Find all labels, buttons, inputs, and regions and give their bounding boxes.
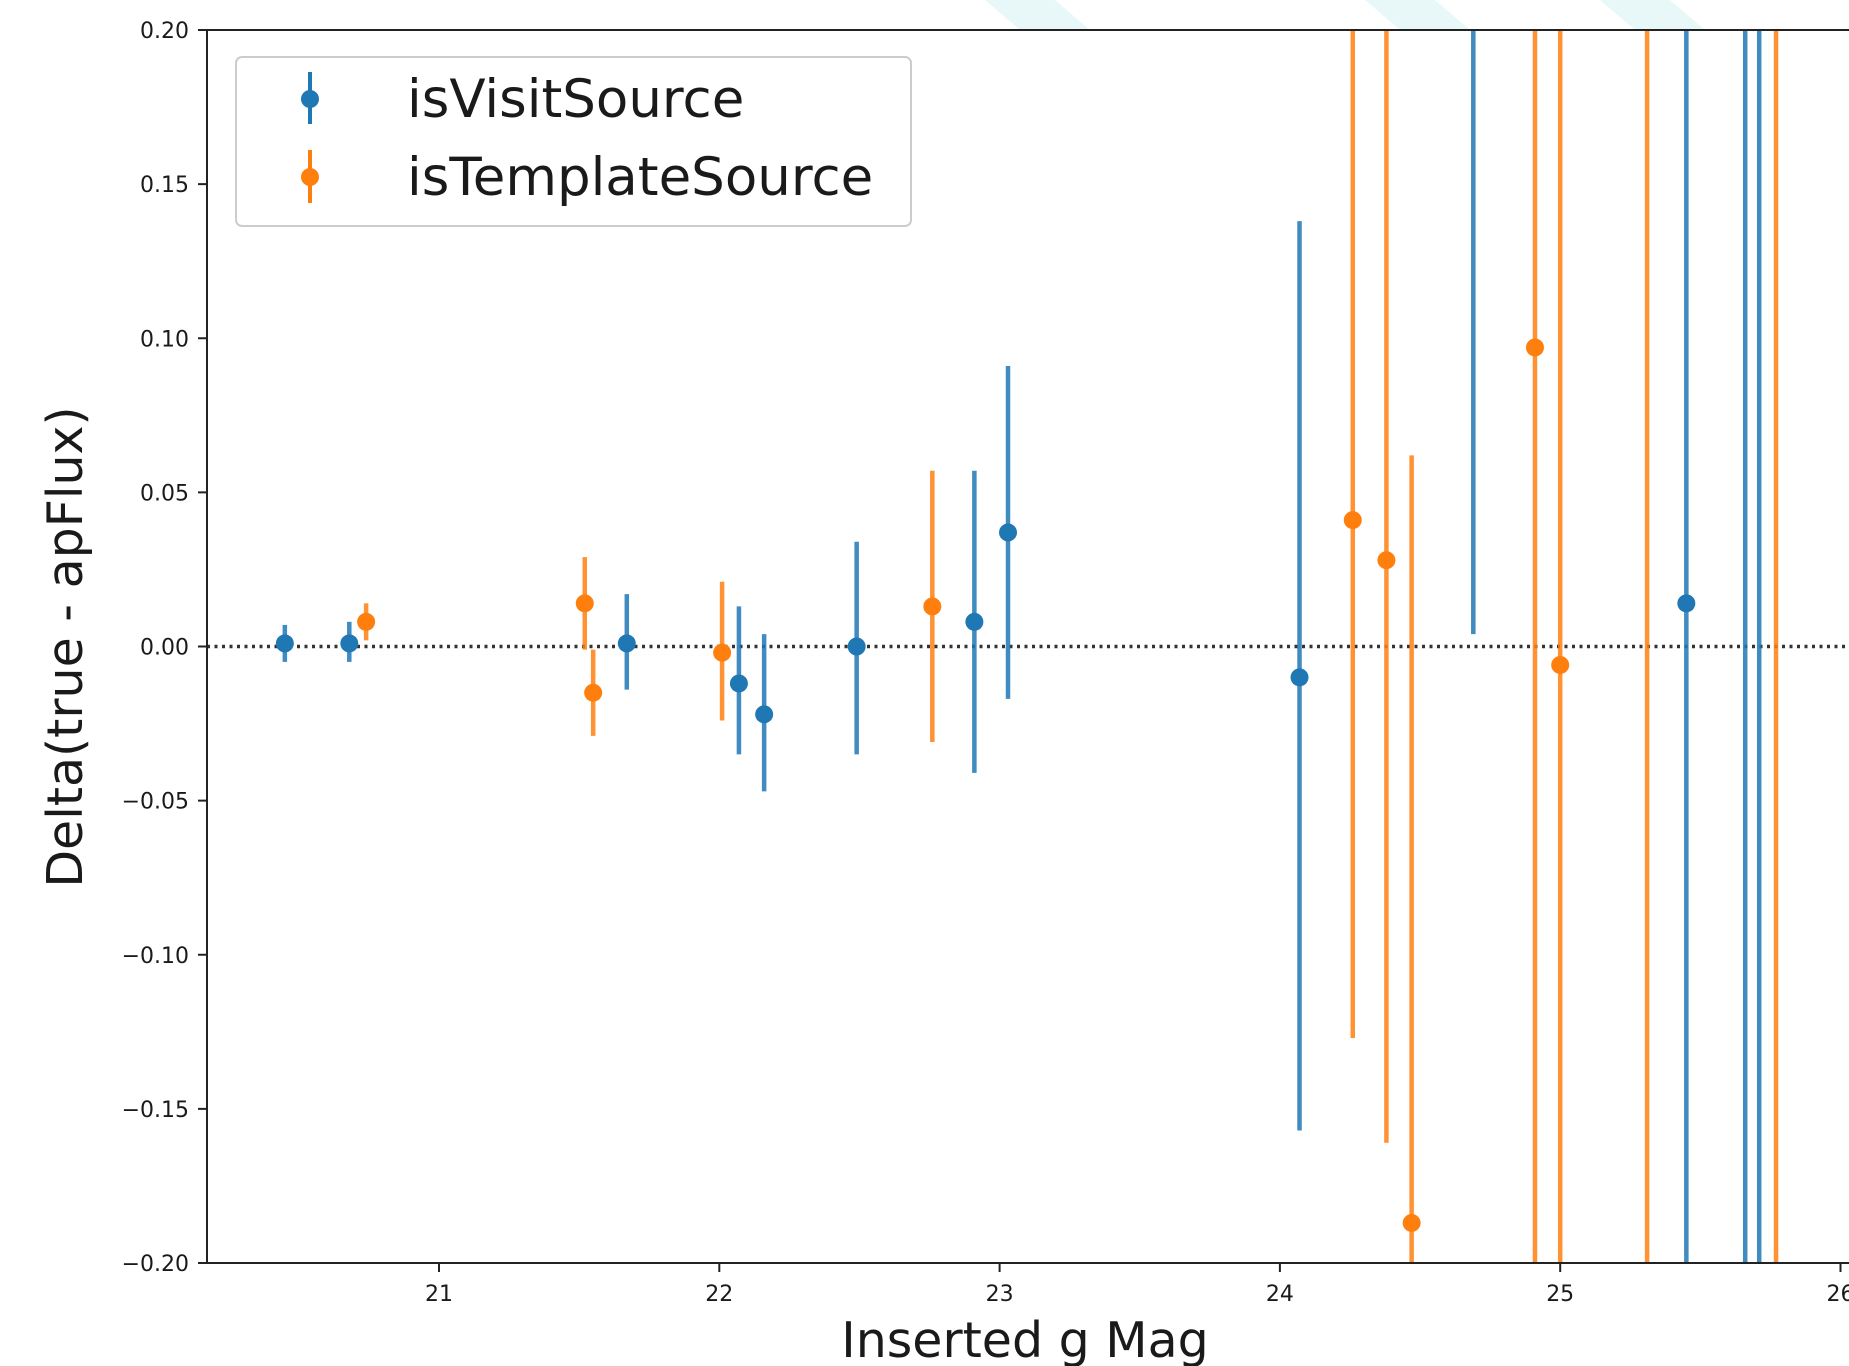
legend-marker-template <box>301 150 319 203</box>
y-tick-label: 0.15 <box>140 173 189 198</box>
data-point <box>275 634 294 653</box>
data-point <box>999 523 1018 542</box>
legend-marker-visit <box>301 72 319 124</box>
data-point <box>923 597 942 616</box>
x-tick-label: 23 <box>986 1282 1014 1307</box>
x-axis: 21 22 23 24 25 26 <box>425 1263 1849 1307</box>
y-tick-label: 0.20 <box>140 19 189 44</box>
legend-label-visit: isVisitSource <box>407 69 744 130</box>
y-tick-label: −0.05 <box>122 790 189 815</box>
series-isVisitSource <box>275 30 1762 1263</box>
y-tick-label: −0.10 <box>122 944 189 969</box>
y-tick-label: 0.00 <box>140 636 189 661</box>
data-point <box>357 612 376 631</box>
legend-box <box>235 56 912 227</box>
data-point <box>1343 511 1362 530</box>
x-tick-label: 22 <box>705 1282 733 1307</box>
y-tick-label: −0.15 <box>122 1098 189 1123</box>
background-watermark <box>985 0 1705 30</box>
legend-label-template: isTemplateSource <box>407 147 873 208</box>
y-axis: −0.20 −0.15 −0.10 −0.05 0.00 0.05 0.10 0.15 0.20 <box>122 19 207 1277</box>
series-isTemplateSource <box>357 30 1779 1263</box>
data-point <box>1551 655 1570 674</box>
x-tick-label: 26 <box>1827 1282 1849 1307</box>
y-tick-label: 0.05 <box>140 481 189 506</box>
data-point <box>584 683 603 702</box>
data-point <box>1290 668 1309 687</box>
y-axis-title: Delta(true - apFlux) <box>37 406 94 887</box>
data-point <box>1677 594 1696 613</box>
data-point <box>1402 1213 1421 1232</box>
data-point <box>965 612 984 631</box>
x-axis-title: Inserted g Mag <box>841 1312 1208 1366</box>
data-point <box>575 594 594 613</box>
x-tick-label: 25 <box>1546 1282 1574 1307</box>
data-point <box>755 705 774 724</box>
x-tick-label: 24 <box>1266 1282 1294 1307</box>
data-point <box>713 643 732 662</box>
plot-area <box>275 30 1779 1263</box>
legend: isVisitSource isTemplateSource <box>235 56 912 227</box>
data-point <box>729 674 748 693</box>
x-tick-label: 21 <box>425 1282 453 1307</box>
y-tick-label: 0.10 <box>140 327 189 352</box>
data-point <box>1525 338 1544 357</box>
data-point <box>847 637 866 656</box>
y-tick-label: −0.20 <box>122 1252 189 1277</box>
data-point <box>1377 551 1396 570</box>
data-point <box>340 634 359 653</box>
data-point <box>617 634 636 653</box>
